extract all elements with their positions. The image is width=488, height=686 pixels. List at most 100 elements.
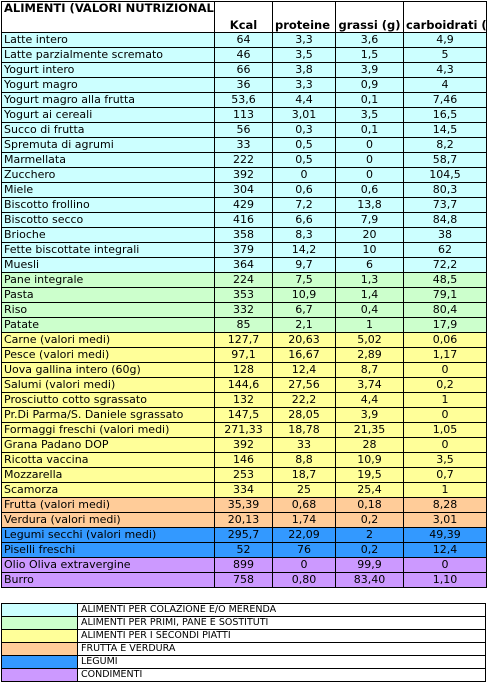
carboidrati-cell: 80,4: [403, 302, 487, 318]
kcal-cell: 127,7: [214, 332, 273, 348]
kcal-cell: 304: [214, 182, 273, 198]
kcal-cell: 416: [214, 212, 273, 228]
grassi-cell: 8,7: [335, 362, 404, 378]
food-cell: Yogurt ai cereali: [1, 107, 215, 123]
proteine-cell: 0,5: [272, 137, 336, 153]
carboidrati-cell: 48,5: [403, 272, 487, 288]
proteine-cell: 0,5: [272, 152, 336, 168]
grassi-cell: 0: [335, 152, 404, 168]
grassi-cell: 0,9: [335, 77, 404, 93]
carboidrati-cell: 4,3: [403, 62, 487, 78]
proteine-cell: 4,4: [272, 92, 336, 108]
nutrition-table: ALIMENTI (VALORI NUTRIZIONALI PER 100 G)…: [1, 1, 487, 588]
kcal-cell: 66: [214, 62, 273, 78]
food-cell: Formaggi freschi (valori medi): [1, 422, 215, 438]
food-cell: Patate: [1, 317, 215, 333]
proteine-cell: 0: [272, 167, 336, 183]
grassi-cell: 5,02: [335, 332, 404, 348]
table-row: Spremuta di agrumi 33 0,5 0 8,2: [1, 137, 487, 153]
grassi-cell: 0,1: [335, 92, 404, 108]
carboidrati-cell: 84,8: [403, 212, 487, 228]
kcal-cell: 271,33: [214, 422, 273, 438]
food-cell: Pesce (valori medi): [1, 347, 215, 363]
kcal-cell: 113: [214, 107, 273, 123]
carboidrati-cell: 0,7: [403, 467, 487, 483]
grassi-cell: 19,5: [335, 467, 404, 483]
legend-item: CONDIMENTI: [1, 668, 486, 682]
carboidrati-cell: 73,7: [403, 197, 487, 213]
table-body: Latte intero 64 3,3 3,6 4,9 Latte parzialment…: [1, 32, 487, 588]
kcal-cell: 353: [214, 287, 273, 303]
food-cell: Biscotto frollino: [1, 197, 215, 213]
food-cell: Scamorza: [1, 482, 215, 498]
kcal-cell: 295,7: [214, 527, 273, 543]
food-cell: Carne (valori medi): [1, 332, 215, 348]
table-row: Yogurt ai cereali 113 3,01 3,5 16,5: [1, 107, 487, 123]
food-cell: Pasta: [1, 287, 215, 303]
kcal-cell: 334: [214, 482, 273, 498]
grassi-cell: 10: [335, 242, 404, 258]
table-row: Pr.Di Parma/S. Daniele sgrassato 147,5 28,…: [1, 407, 487, 423]
proteine-cell: 9,7: [272, 257, 336, 273]
grassi-cell: 1,4: [335, 287, 404, 303]
legend-label: ALIMENTI PER I SECONDI PIATTI: [77, 629, 486, 643]
proteine-cell: 0: [272, 557, 336, 573]
table-row: Patate 85 2,1 1 17,9: [1, 317, 487, 333]
proteine-cell: 2,1: [272, 317, 336, 333]
carboidrati-cell: 38: [403, 227, 487, 243]
proteine-cell: 3,3: [272, 32, 336, 48]
carboidrati-cell: 16,5: [403, 107, 487, 123]
grassi-cell: 1,5: [335, 47, 404, 63]
grassi-cell: 0: [335, 167, 404, 183]
kcal-cell: 35,39: [214, 497, 273, 513]
carboidrati-cell: 0,06: [403, 332, 487, 348]
table-header-row: ALIMENTI (VALORI NUTRIZIONALI PER 100 G)…: [1, 1, 487, 33]
food-cell: Salumi (valori medi): [1, 377, 215, 393]
carboidrati-cell: 62: [403, 242, 487, 258]
grassi-cell: 3,9: [335, 62, 404, 78]
kcal-cell: 429: [214, 197, 273, 213]
proteine-cell: 16,67: [272, 347, 336, 363]
proteine-cell: 1,74: [272, 512, 336, 528]
table-row: Biscotto frollino 429 7,2 13,8 73,7: [1, 197, 487, 213]
kcal-cell: 97,1: [214, 347, 273, 363]
food-cell: Miele: [1, 182, 215, 198]
food-cell: Verdura (valori medi): [1, 512, 215, 528]
proteine-cell: 14,2: [272, 242, 336, 258]
carboidrati-cell: 0: [403, 437, 487, 453]
grassi-cell: 0,18: [335, 497, 404, 513]
carboidrati-cell: 12,4: [403, 542, 487, 558]
kcal-cell: 392: [214, 167, 273, 183]
proteine-cell: 8,8: [272, 452, 336, 468]
grassi-cell: 25,4: [335, 482, 404, 498]
grassi-cell: 3,74: [335, 377, 404, 393]
proteine-cell: 0,68: [272, 497, 336, 513]
legend-item: ALIMENTI PER PRIMI, PANE E SOSTITUTI: [1, 616, 486, 630]
food-cell: Marmellata: [1, 152, 215, 168]
grassi-cell: 7,9: [335, 212, 404, 228]
kcal-cell: 224: [214, 272, 273, 288]
legend-label: ALIMENTI PER PRIMI, PANE E SOSTITUTI: [77, 616, 486, 630]
table-row: Riso 332 6,7 0,4 80,4: [1, 302, 487, 318]
food-cell: Pr.Di Parma/S. Daniele sgrassato: [1, 407, 215, 423]
legend-label: LEGUMI: [77, 655, 486, 669]
carboidrati-cell: 72,2: [403, 257, 487, 273]
table-row: Burro 758 0,80 83,40 1,10: [1, 572, 487, 588]
proteine-cell: 27,56: [272, 377, 336, 393]
carboidrati-cell: 17,9: [403, 317, 487, 333]
legend-table: ALIMENTI PER COLAZIONE E/O MERENDA ALIMEN…: [1, 603, 486, 682]
table-row: Scamorza 334 25 25,4 1: [1, 482, 487, 498]
legend-label: CONDIMENTI: [77, 668, 486, 682]
table-row: Latte parzialmente scremato 46 3,5 1,5 5: [1, 47, 487, 63]
food-cell: Yogurt magro: [1, 77, 215, 93]
food-cell: Yogurt magro alla frutta: [1, 92, 215, 108]
proteine-cell: 0,6: [272, 182, 336, 198]
grassi-cell: 0,6: [335, 182, 404, 198]
grassi-cell: 13,8: [335, 197, 404, 213]
food-cell: Mozzarella: [1, 467, 215, 483]
kcal-cell: 144,6: [214, 377, 273, 393]
kcal-cell: 128: [214, 362, 273, 378]
header-proteine: proteine (g): [272, 1, 336, 33]
table-row: Zucchero 392 0 0 104,5: [1, 167, 487, 183]
table-row: Verdura (valori medi) 20,13 1,74 0,2 3,01: [1, 512, 487, 528]
